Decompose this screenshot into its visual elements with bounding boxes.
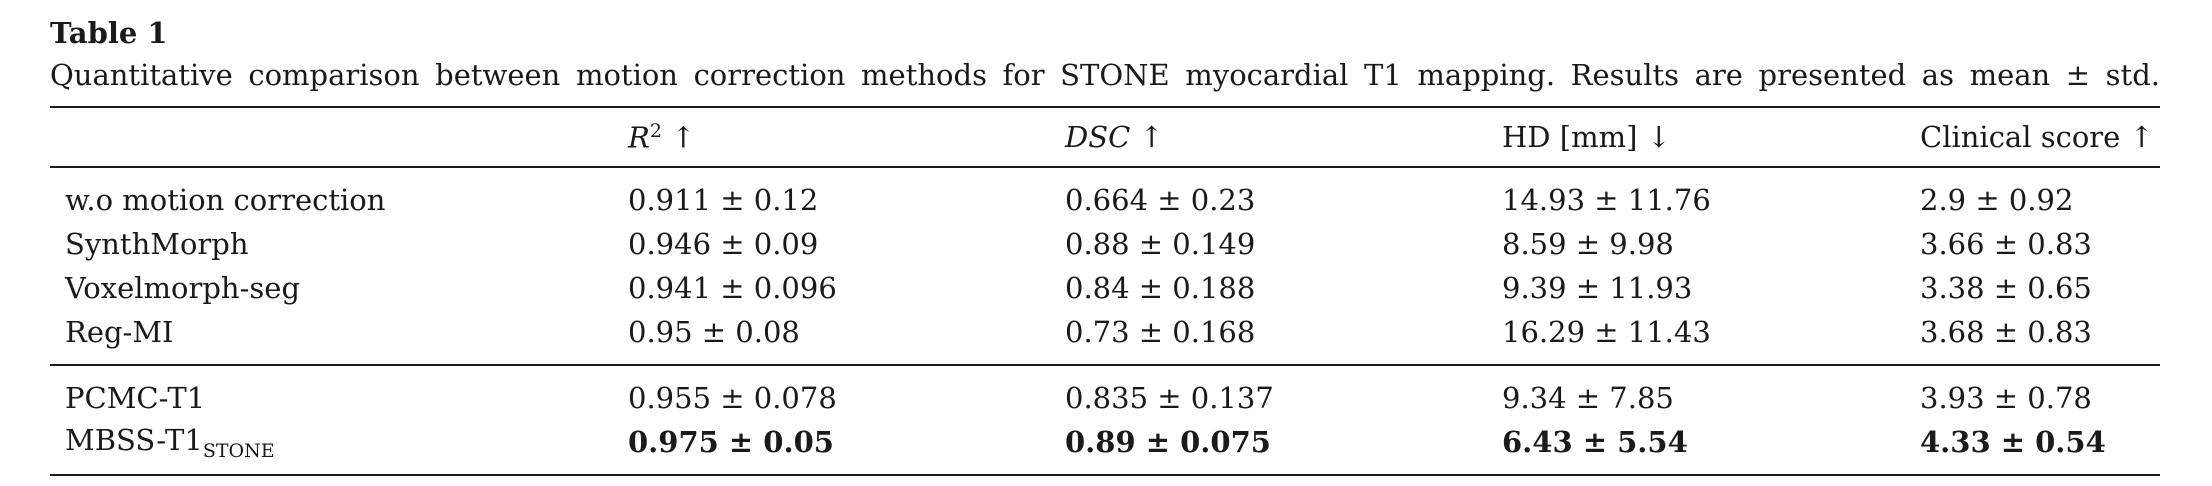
table-header: R2 ↑ DSC ↑ HD [mm] ↓ Clinical score ↑ xyxy=(50,107,2160,167)
table-label: Table 1 xyxy=(50,16,168,50)
method-subscript: STONE xyxy=(202,439,275,462)
cell-hd-best: 6.43 ± 5.54 xyxy=(1502,425,1688,459)
table-row: w.o motion correction 0.911 ± 0.12 0.664… xyxy=(50,167,2160,222)
cell-dsc: 0.835 ± 0.137 xyxy=(1065,381,1274,415)
cell-hd: 8.59 ± 9.98 xyxy=(1502,227,1674,261)
header-r2-arrow: ↑ xyxy=(671,120,696,155)
results-table: R2 ↑ DSC ↑ HD [mm] ↓ Clinical score ↑ w.… xyxy=(50,106,2160,476)
header-dsc: DSC ↑ xyxy=(1065,107,1502,167)
header-dsc-arrow: ↑ xyxy=(1139,120,1164,154)
cell-clinical: 3.38 ± 0.65 xyxy=(1920,271,2092,305)
cell-r2: 0.941 ± 0.096 xyxy=(628,271,837,305)
cell-clinical-best: 4.33 ± 0.54 xyxy=(1920,425,2106,459)
table-body-baselines: w.o motion correction 0.911 ± 0.12 0.664… xyxy=(50,167,2160,365)
cell-r2: 0.911 ± 0.12 xyxy=(628,183,819,217)
header-r2-sup: 2 xyxy=(649,119,662,142)
cell-method: w.o motion correction xyxy=(65,183,386,217)
table-row-best: MBSS-T1STONE 0.975 ± 0.05 0.89 ± 0.075 6… xyxy=(50,420,2160,475)
table-row: Reg-MI 0.95 ± 0.08 0.73 ± 0.168 16.29 ± … xyxy=(50,310,2160,365)
cell-clinical: 2.9 ± 0.92 xyxy=(1920,183,2074,217)
cell-r2-best: 0.975 ± 0.05 xyxy=(628,425,834,459)
cell-hd: 16.29 ± 11.43 xyxy=(1502,315,1711,349)
cell-method: Reg-MI xyxy=(65,315,174,349)
header-hd: HD [mm] ↓ xyxy=(1502,120,1671,154)
cell-clinical: 3.68 ± 0.83 xyxy=(1920,315,2092,349)
cell-r2: 0.95 ± 0.08 xyxy=(628,315,800,349)
cell-hd: 9.34 ± 7.85 xyxy=(1502,381,1674,415)
header-r2-base: R xyxy=(628,120,650,155)
table-container: Table 1 Quantitative comparison between … xyxy=(50,14,2160,476)
cell-r2: 0.946 ± 0.09 xyxy=(628,227,819,261)
table-row: PCMC-T1 0.955 ± 0.078 0.835 ± 0.137 9.34… xyxy=(50,365,2160,420)
cell-clinical: 3.66 ± 0.83 xyxy=(1920,227,2092,261)
cell-method: Voxelmorph-seg xyxy=(65,271,301,305)
cell-dsc: 0.664 ± 0.23 xyxy=(1065,183,1256,217)
header-clinical: Clinical score ↑ xyxy=(1920,120,2154,154)
cell-clinical: 3.93 ± 0.78 xyxy=(1920,381,2092,415)
cell-hd: 9.39 ± 11.93 xyxy=(1502,271,1693,305)
cell-hd: 14.93 ± 11.76 xyxy=(1502,183,1711,217)
cell-method: MBSS-T1STONE xyxy=(50,420,628,475)
header-dsc-base: DSC xyxy=(1065,120,1131,154)
table-row: Voxelmorph-seg 0.941 ± 0.096 0.84 ± 0.18… xyxy=(50,266,2160,310)
cell-dsc-best: 0.89 ± 0.075 xyxy=(1065,425,1271,459)
header-method xyxy=(50,107,628,167)
cell-method: SynthMorph xyxy=(65,227,249,261)
table-caption: Quantitative comparison between motion c… xyxy=(50,58,2160,92)
cell-dsc: 0.88 ± 0.149 xyxy=(1065,227,1256,261)
cell-dsc: 0.84 ± 0.188 xyxy=(1065,271,1256,305)
cell-method: PCMC-T1 xyxy=(65,381,206,415)
cell-r2: 0.955 ± 0.078 xyxy=(628,381,837,415)
table-body-proposed: PCMC-T1 0.955 ± 0.078 0.835 ± 0.137 9.34… xyxy=(50,365,2160,475)
header-row: R2 ↑ DSC ↑ HD [mm] ↓ Clinical score ↑ xyxy=(50,107,2160,167)
table-row: SynthMorph 0.946 ± 0.09 0.88 ± 0.149 8.5… xyxy=(50,222,2160,266)
header-r2: R2 ↑ xyxy=(628,107,1065,167)
method-name: MBSS-T1 xyxy=(65,422,203,457)
cell-dsc: 0.73 ± 0.168 xyxy=(1065,315,1256,349)
